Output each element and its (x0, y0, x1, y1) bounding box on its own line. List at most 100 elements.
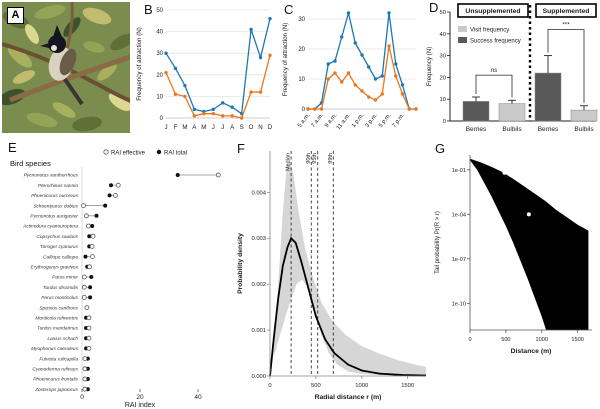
bird-wing (59, 48, 77, 76)
data-point-orange (268, 53, 272, 58)
rai-effective-dot (215, 172, 221, 178)
quantile-label: 90th (306, 153, 312, 164)
data-point-blue (326, 62, 330, 66)
data-point-orange (373, 98, 378, 102)
significance-bracket (475, 74, 513, 98)
y-tick-label: 20 (298, 47, 305, 53)
rai-dot-plot: Bird species RAI effective RAI total Pycnon… (10, 149, 221, 409)
data-point-blue (353, 41, 357, 45)
series-line-orange (165, 55, 271, 119)
observed-point (490, 158, 495, 163)
x-tick-label: N (258, 124, 262, 131)
y-tick-label: 0 (160, 116, 164, 122)
species-label: Parus monticolus (41, 295, 78, 301)
data-point-orange (340, 80, 344, 84)
panel-a-label: A (7, 7, 24, 24)
data-point-orange (333, 71, 337, 75)
y-tick-label: 10 (298, 77, 305, 83)
panel-d-supplementation-bars: D 0 10 20 30 40 50 Frequency (N) Unsupplemented… (424, 0, 600, 138)
species-label: Phoenicurus auroreus (31, 193, 79, 199)
rai-total-dot (107, 193, 112, 198)
rai-effective-dot (81, 284, 87, 290)
x-tick-label: 1500 (401, 383, 414, 389)
rai-effective-dot (115, 182, 121, 188)
x-tick-label: 0 (468, 337, 471, 343)
rai-effective-dot (82, 376, 88, 382)
data-point-blue (387, 11, 391, 15)
legend-swatch (458, 26, 467, 32)
rai-effective-dot (82, 386, 88, 392)
y-tick-label: 30 (156, 51, 163, 57)
data-point-blue (230, 105, 234, 109)
y-tick-label: 30 (440, 54, 446, 60)
rai-effective-dot (86, 335, 92, 341)
y-tick-label: 40 (440, 32, 446, 38)
y-tick-label: 1e-04 (452, 212, 466, 218)
y-tick-label: 20 (156, 73, 163, 79)
y-tick-label: 20 (440, 75, 446, 81)
x-tick-label: M (182, 124, 187, 131)
legend-label-effective: RAI effective (111, 151, 146, 157)
data-point-orange (258, 90, 263, 94)
y-tick-label: 40 (156, 30, 163, 36)
rai-total-dot (90, 224, 95, 228)
species-label: Turdus dissimilis (43, 285, 79, 291)
data-point-orange (211, 111, 215, 116)
rai-effective-dot (89, 244, 95, 249)
species-label: Calliope calliope (43, 254, 78, 260)
section-header-label: Unsupplemented (465, 8, 520, 15)
quantile-label: Median (286, 153, 292, 171)
y-tick-label: 10 (156, 94, 163, 100)
data-point-orange (164, 70, 168, 75)
rai-effective-dot (90, 233, 96, 239)
data-point-orange (326, 77, 330, 81)
rai-total-dot (83, 254, 88, 259)
data-point-blue (192, 107, 197, 112)
x-category-label: Berries (538, 126, 559, 133)
rai-effective-dot (86, 315, 92, 321)
panel-b-label: B (144, 2, 153, 17)
quantile-label: 95th (312, 153, 318, 164)
x-axis-label: Distance (m) (511, 348, 552, 355)
panel-e-label: E (8, 140, 17, 155)
rai-effective-dot (87, 264, 92, 270)
series-line-blue (165, 18, 271, 115)
y-tick-label: 0.002 (251, 282, 266, 288)
bird-head (48, 35, 66, 53)
rai-total-dot (103, 203, 108, 208)
y-tick-label: 50 (156, 8, 163, 14)
x-tick-label: J (164, 124, 167, 131)
bird-crest (53, 25, 62, 37)
x-tick-label: A (230, 124, 235, 131)
bird-cheek-patch (51, 45, 57, 51)
panel-b-monthly-attraction: B 0 10 20 30 40 50 Frequency of attraction (N)… (132, 0, 278, 136)
data-point-blue (258, 55, 263, 60)
data-point-orange (400, 92, 405, 96)
rai-total-dot (89, 275, 94, 279)
data-point-orange (407, 107, 411, 111)
supplementation-bar-chart: 0 10 20 30 40 50 Frequency (N) Unsupplemented Be… (426, 3, 598, 133)
data-point-orange (183, 94, 187, 99)
rai-effective-dot (90, 254, 95, 259)
x-tick-label: 3 p.m. (364, 112, 379, 129)
data-point-orange (367, 95, 371, 99)
x-tick-label: D (268, 124, 273, 131)
y-axis-label: Frequency of attraction (N) (282, 23, 289, 97)
quantile-label: 99th (328, 153, 334, 164)
species-label: Fulvetta ruficapilla (39, 356, 78, 362)
y-tick-label: 0 (443, 119, 446, 125)
x-tick-label: 11 a.m. (336, 112, 353, 131)
rai-effective-dot (83, 213, 89, 219)
legend-label: Success frequency (470, 39, 521, 45)
bar-bulbils (570, 109, 598, 122)
x-tick-label: 0 (268, 383, 271, 389)
species-label: Parus minor (52, 275, 78, 281)
section-header-box (457, 3, 529, 18)
data-point-orange (239, 116, 244, 120)
x-tick-label: 1000 (536, 337, 548, 343)
x-tick-label: J (221, 124, 224, 131)
data-point-orange (387, 44, 391, 48)
y-tick-label: 0.000 (251, 374, 266, 380)
y-tick-label: 30 (298, 17, 305, 23)
